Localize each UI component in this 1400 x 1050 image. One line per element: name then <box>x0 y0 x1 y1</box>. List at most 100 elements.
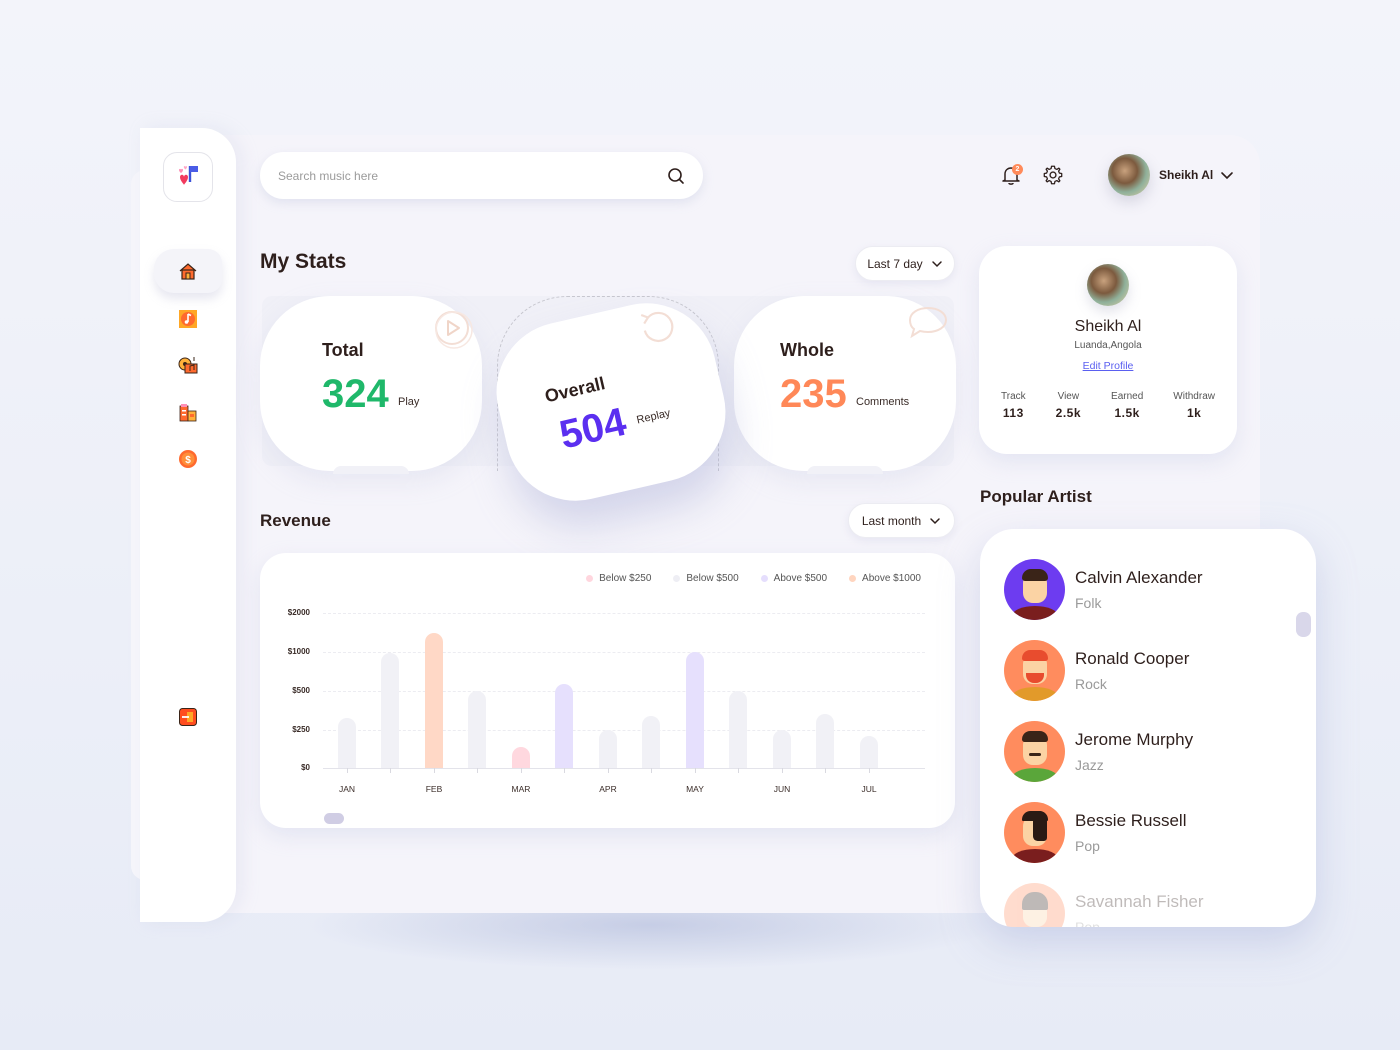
stat-value: 2.5k <box>1055 406 1082 420</box>
artist-name: Calvin Alexander <box>1075 568 1203 587</box>
artist-genre: Jazz <box>1075 757 1104 773</box>
stat-label: Track <box>1001 391 1026 402</box>
artist-avatar <box>1004 883 1065 927</box>
edit-profile-link[interactable]: Edit Profile <box>1082 360 1134 372</box>
stats-period-dropdown[interactable]: Last 7 day <box>855 246 955 281</box>
search-bar <box>260 152 703 199</box>
chart-horizontal-scrollbar[interactable] <box>324 813 344 824</box>
card-tab <box>333 466 409 474</box>
artist-list-item[interactable]: Calvin Alexander Folk <box>1004 559 1203 620</box>
chart-bar[interactable] <box>816 714 834 768</box>
chart-bar[interactable] <box>512 747 530 768</box>
play-icon <box>435 311 473 349</box>
sidebar-item-music[interactable] <box>154 297 222 341</box>
artist-info: Savannah Fisher Pop <box>1075 892 1204 927</box>
vinyl-record-icon <box>178 357 198 374</box>
music-note-icon <box>179 310 197 328</box>
profile-avatar <box>1087 264 1129 306</box>
x-tick <box>390 768 391 773</box>
x-tick <box>477 768 478 773</box>
chart-bar[interactable] <box>425 633 443 768</box>
y-tick-label: $2000 <box>287 608 310 617</box>
stats-period-label: Last 7 day <box>867 256 923 271</box>
revenue-period-label: Last month <box>861 513 922 528</box>
stat-value: 1.5k <box>1114 406 1140 420</box>
artist-list-item[interactable]: Bessie Russell Pop <box>1004 802 1187 863</box>
artist-name: Bessie Russell <box>1075 811 1187 830</box>
sidebar-item-earnings[interactable]: $ <box>154 437 222 481</box>
profile-stats: Track 113 View 2.5k Earned 1.5k Withdraw… <box>1001 391 1215 420</box>
chart-bar[interactable] <box>599 730 617 768</box>
legend-dot <box>849 575 857 582</box>
chart-bar[interactable] <box>381 653 399 768</box>
x-axis <box>323 768 925 769</box>
legend-label: Below $250 <box>599 573 652 584</box>
sidebar-item-records[interactable] <box>154 343 222 387</box>
x-tick-label: JUN <box>773 784 791 794</box>
chart-bar[interactable] <box>555 684 573 768</box>
chevron-down-icon <box>930 517 940 524</box>
sidebar-item-home[interactable] <box>154 249 222 293</box>
artist-genre: Pop <box>1075 919 1100 927</box>
y-tick-label: $1000 <box>287 647 310 656</box>
artist-list-item[interactable]: Savannah Fisher Pop <box>1004 883 1204 927</box>
chart-bar[interactable] <box>642 716 660 768</box>
profile-location: Luanda,Angola <box>1074 340 1142 351</box>
artist-genre: Folk <box>1075 595 1102 611</box>
profile-stat-withdraw: Withdraw 1k <box>1173 391 1215 420</box>
x-tick <box>608 768 609 773</box>
home-icon <box>179 263 197 280</box>
app-logo[interactable] <box>163 152 213 202</box>
user-name[interactable]: Sheikh Al <box>1159 168 1214 182</box>
user-avatar[interactable] <box>1108 154 1150 196</box>
legend-item: Below $250 <box>586 573 651 584</box>
artist-info: Ronald Cooper Rock <box>1075 649 1189 692</box>
x-tick <box>521 768 522 773</box>
stat-value: 235 <box>780 372 847 416</box>
chevron-down-icon[interactable] <box>1220 168 1234 182</box>
chart-bar[interactable] <box>686 652 704 768</box>
stat-card-whole[interactable]: Whole 235 Comments <box>734 296 956 474</box>
sidebar-item-store[interactable] <box>154 390 222 434</box>
stat-value: 324 <box>322 372 389 416</box>
search-input[interactable] <box>278 168 667 183</box>
card-tab <box>807 466 883 474</box>
x-tick <box>347 768 348 773</box>
chart-bar[interactable] <box>773 730 791 768</box>
stat-label: Overall <box>542 373 607 407</box>
chart-bar[interactable] <box>338 718 356 768</box>
x-tick-label: MAR <box>511 784 531 794</box>
x-tick <box>869 768 870 773</box>
chart-legend: Below $250 Below $500 Above $500 Above $… <box>586 573 921 584</box>
grid-line <box>323 730 925 731</box>
chart-bar[interactable] <box>860 736 878 768</box>
stat-value: 113 <box>1002 406 1024 420</box>
artist-info: Bessie Russell Pop <box>1075 811 1187 854</box>
stat-card-total[interactable]: Total 324 Play <box>260 296 482 474</box>
stat-card-overall[interactable]: Overall 504 Replay <box>482 289 740 515</box>
artist-list-item[interactable]: Jerome Murphy Jazz <box>1004 721 1193 782</box>
search-icon[interactable] <box>667 167 685 185</box>
grid-line <box>323 691 925 692</box>
x-tick <box>738 768 739 773</box>
x-tick <box>825 768 826 773</box>
artist-info: Calvin Alexander Folk <box>1075 568 1203 611</box>
chart-bar[interactable] <box>729 691 747 768</box>
svg-text:$: $ <box>185 455 191 466</box>
settings-gear-icon[interactable] <box>1042 164 1064 186</box>
legend-label: Above $500 <box>773 573 828 584</box>
x-tick-label: FEB <box>425 784 443 794</box>
x-tick <box>695 768 696 773</box>
chart-bar[interactable] <box>468 691 486 768</box>
revenue-chart: Below $250 Below $500 Above $500 Above $… <box>260 553 955 828</box>
x-tick <box>564 768 565 773</box>
popular-artist-list: Calvin Alexander Folk Ronald Cooper Rock… <box>980 529 1316 927</box>
artist-list-item[interactable]: Ronald Cooper Rock <box>1004 640 1189 701</box>
stat-unit: Play <box>398 396 420 408</box>
artist-list-scrollbar[interactable] <box>1296 612 1311 637</box>
revenue-title: Revenue <box>260 511 331 530</box>
legend-dot <box>673 575 681 582</box>
revenue-period-dropdown[interactable]: Last month <box>848 503 955 538</box>
logout-button[interactable] <box>154 695 222 739</box>
legend-label: Below $500 <box>686 573 739 584</box>
